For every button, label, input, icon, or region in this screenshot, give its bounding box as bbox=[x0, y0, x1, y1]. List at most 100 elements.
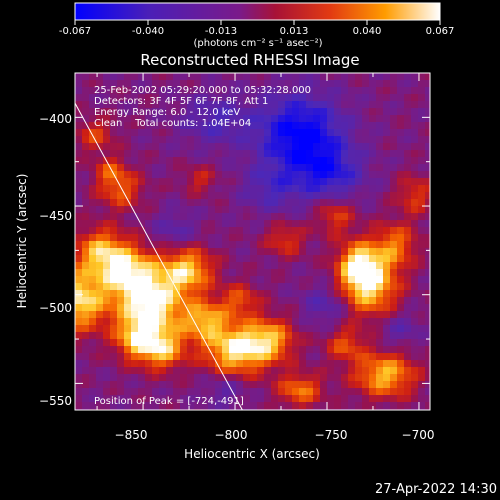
heatmap-cell bbox=[390, 283, 398, 291]
solar-limb-line bbox=[75, 102, 243, 410]
heatmap-cell bbox=[166, 241, 174, 249]
heatmap-cell bbox=[285, 192, 293, 200]
heatmap-cell bbox=[222, 311, 230, 319]
heatmap-cell bbox=[355, 255, 363, 263]
heatmap-cell bbox=[187, 94, 195, 102]
heatmap-cell bbox=[341, 402, 349, 410]
heatmap-cell bbox=[348, 150, 356, 158]
heatmap-cell bbox=[334, 129, 342, 137]
heatmap-cell bbox=[173, 374, 181, 382]
heatmap-cell bbox=[208, 325, 216, 333]
heatmap-cell bbox=[138, 206, 146, 214]
heatmap-cell bbox=[306, 136, 314, 144]
heatmap-cell bbox=[194, 171, 202, 179]
heatmap-cell bbox=[124, 332, 132, 340]
heatmap-cell bbox=[425, 283, 430, 291]
heatmap-cell bbox=[292, 143, 300, 151]
heatmap-cell bbox=[82, 164, 90, 172]
heatmap-cell bbox=[82, 388, 90, 396]
heatmap-cell bbox=[292, 171, 300, 179]
heatmap-cell bbox=[124, 206, 132, 214]
heatmap-cell bbox=[117, 360, 125, 368]
heatmap-cell bbox=[313, 360, 321, 368]
heatmap-cell bbox=[299, 220, 307, 228]
heatmap-cell bbox=[250, 192, 258, 200]
heatmap-cell bbox=[124, 276, 132, 284]
heatmap-cell bbox=[131, 136, 139, 144]
heatmap-cell bbox=[313, 297, 321, 305]
heatmap-cell bbox=[362, 283, 370, 291]
heatmap-cell bbox=[306, 248, 314, 256]
heatmap-cell bbox=[159, 171, 167, 179]
heatmap-cell bbox=[215, 304, 223, 312]
heatmap-cell bbox=[369, 395, 377, 403]
heatmap-cell bbox=[285, 171, 293, 179]
heatmap-cell bbox=[334, 171, 342, 179]
heatmap-cell bbox=[194, 395, 202, 403]
heatmap-cell bbox=[348, 318, 356, 326]
heatmap-cell bbox=[75, 220, 83, 228]
heatmap-cell bbox=[327, 171, 335, 179]
heatmap-cell bbox=[124, 339, 132, 347]
heatmap-cell bbox=[110, 234, 118, 242]
heatmap-cell bbox=[166, 192, 174, 200]
heatmap-cell bbox=[425, 108, 430, 116]
heatmap-cell bbox=[257, 143, 265, 151]
heatmap-cell bbox=[194, 276, 202, 284]
heatmap-cell bbox=[208, 157, 216, 165]
heatmap-cell bbox=[404, 157, 412, 165]
heatmap-cell bbox=[152, 122, 160, 130]
heatmap-cell bbox=[173, 164, 181, 172]
heatmap-cell bbox=[404, 220, 412, 228]
heatmap-cell bbox=[355, 262, 363, 270]
heatmap-cell bbox=[187, 101, 195, 109]
heatmap-cell bbox=[243, 129, 251, 137]
heatmap-cell bbox=[138, 122, 146, 130]
heatmap-cell bbox=[313, 304, 321, 312]
heatmap-cell bbox=[187, 227, 195, 235]
heatmap-cell bbox=[411, 276, 419, 284]
heatmap-cell bbox=[355, 108, 363, 116]
heatmap-cell bbox=[194, 220, 202, 228]
heatmap-cell bbox=[138, 143, 146, 151]
heatmap-cell bbox=[124, 255, 132, 263]
heatmap-cell bbox=[124, 101, 132, 109]
heatmap-cell bbox=[82, 227, 90, 235]
heatmap-cell bbox=[348, 346, 356, 354]
heatmap-cell bbox=[278, 311, 286, 319]
heatmap-cell bbox=[110, 283, 118, 291]
heatmap-cell bbox=[292, 234, 300, 242]
heatmap-cell bbox=[250, 136, 258, 144]
heatmap-cell bbox=[327, 108, 335, 116]
heatmap-cell bbox=[138, 178, 146, 186]
heatmap-cell bbox=[159, 276, 167, 284]
heatmap-cell bbox=[145, 157, 153, 165]
heatmap-cell bbox=[383, 311, 391, 319]
heatmap-cell bbox=[264, 311, 272, 319]
heatmap-cell bbox=[334, 206, 342, 214]
heatmap-cell bbox=[75, 178, 83, 186]
heatmap-cell bbox=[145, 220, 153, 228]
heatmap-cell bbox=[285, 164, 293, 172]
heatmap-cell bbox=[250, 199, 258, 207]
heatmap-cell bbox=[306, 388, 314, 396]
heatmap-cell bbox=[194, 129, 202, 137]
heatmap-cell bbox=[124, 185, 132, 193]
heatmap-cell bbox=[313, 101, 321, 109]
heatmap-cell bbox=[292, 199, 300, 207]
heatmap-cell bbox=[257, 94, 265, 102]
heatmap-cell bbox=[397, 87, 405, 95]
heatmap-cell bbox=[208, 353, 216, 361]
heatmap-cell bbox=[236, 318, 244, 326]
heatmap-cell bbox=[285, 255, 293, 263]
heatmap-cell bbox=[362, 255, 370, 263]
heatmap-cell bbox=[82, 353, 90, 361]
heatmap-cell bbox=[411, 325, 419, 333]
heatmap-cell bbox=[243, 87, 251, 95]
heatmap-cell bbox=[348, 248, 356, 256]
heatmap-cell bbox=[327, 192, 335, 200]
heatmap-cell bbox=[117, 234, 125, 242]
heatmap-cell bbox=[383, 206, 391, 214]
heatmap-cell bbox=[215, 150, 223, 158]
heatmap-cell bbox=[75, 248, 83, 256]
